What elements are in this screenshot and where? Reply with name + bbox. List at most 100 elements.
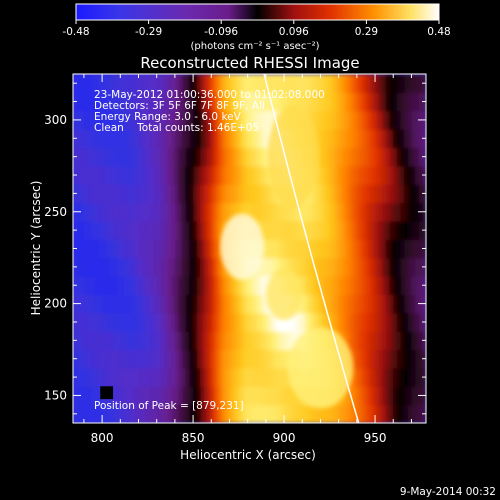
heatmap-cell (262, 74, 267, 93)
heatmap-cell (87, 239, 92, 259)
heatmap-cell (407, 147, 413, 167)
heatmap-cell (251, 92, 256, 112)
heatmap-cell (338, 165, 343, 185)
heatmap-cell (382, 367, 387, 387)
heatmap-cell (240, 312, 245, 332)
heatmap-cell (331, 294, 336, 314)
heatmap-cell (120, 92, 125, 112)
heatmap-cell (324, 294, 329, 314)
heatmap-cell (127, 367, 132, 387)
heatmap-cell (94, 74, 100, 93)
heatmap-cell (254, 184, 260, 204)
heatmap-cell (280, 74, 285, 93)
heatmap-cell (76, 257, 81, 277)
heatmap-cell (287, 74, 292, 93)
heatmap-cell (342, 404, 347, 423)
heatmap-cell (273, 202, 278, 222)
heatmap-cell (338, 220, 343, 240)
heatmap-cell (160, 276, 165, 296)
heatmap-cell (200, 386, 205, 406)
heatmap-cell (105, 110, 110, 130)
heatmap-cell (116, 184, 121, 204)
heatmap-cell (269, 349, 274, 369)
heatmap-cell (233, 129, 238, 149)
heatmap-cell (193, 220, 198, 240)
heatmap-cell (211, 239, 216, 259)
heatmap-cell (240, 386, 245, 406)
heatmap-cell (138, 110, 143, 130)
heatmap-cell (83, 294, 89, 314)
heatmap-cell (335, 74, 340, 93)
heatmap-cell (244, 312, 249, 332)
heatmap-cell (411, 349, 416, 369)
heatmap-cell (371, 92, 376, 112)
heatmap-cell (113, 239, 118, 259)
heatmap-cell (225, 184, 231, 204)
heatmap-cell (193, 110, 198, 130)
heatmap-cell (83, 312, 89, 332)
heatmap-cell (182, 349, 187, 369)
heatmap-cell (345, 92, 351, 112)
heatmap-cell (207, 294, 212, 314)
heatmap-cell (371, 404, 376, 423)
heatmap-cell (291, 92, 296, 112)
heatmap-cell (138, 129, 143, 149)
heatmap-cell (160, 294, 165, 314)
heatmap-cell (113, 294, 118, 314)
heatmap-cell (254, 312, 260, 332)
heatmap-cell (145, 349, 151, 369)
heatmap-cell (262, 110, 267, 130)
heatmap-cell (367, 276, 373, 296)
heatmap-cell (131, 220, 136, 240)
heatmap-cell (345, 312, 351, 332)
heatmap-cell (174, 312, 180, 332)
heatmap-cell (113, 165, 118, 185)
heatmap-cell (378, 312, 383, 332)
heatmap-cell (233, 110, 238, 130)
heatmap-cell (309, 92, 314, 112)
heatmap-cell (360, 74, 365, 93)
heatmap-cell (149, 367, 154, 387)
heatmap-cell (400, 220, 405, 240)
heatmap-cell (251, 294, 256, 314)
heatmap-cell (185, 74, 191, 93)
heatmap-cell (415, 404, 420, 423)
heatmap-cell (385, 367, 391, 387)
heatmap-cell (116, 165, 121, 185)
heatmap-cell (156, 129, 161, 149)
heatmap-cell (196, 276, 201, 296)
heatmap-cell (364, 184, 369, 204)
heatmap-cell (87, 331, 92, 351)
heatmap-cell (211, 331, 216, 351)
heatmap-cell (233, 202, 238, 222)
heatmap-cell (116, 349, 121, 369)
heatmap-cell (294, 220, 300, 240)
heatmap-cell (269, 257, 274, 277)
heatmap-cell (142, 367, 147, 387)
heatmap-cell (349, 74, 354, 93)
heatmap-cell (327, 294, 332, 314)
heatmap-cell (156, 331, 161, 351)
heatmap-cell (371, 147, 376, 167)
heatmap-cell (342, 257, 347, 277)
heatmap-cell (371, 349, 376, 369)
heatmap-cell (353, 312, 358, 332)
heatmap-cell (153, 147, 158, 167)
heatmap-cell (309, 110, 314, 130)
heatmap-cell (305, 220, 311, 240)
heatmap-cell (236, 404, 242, 423)
heatmap-cell (207, 276, 212, 296)
heatmap-cell (76, 331, 81, 351)
heatmap-cell (338, 184, 343, 204)
heatmap-cell (324, 165, 329, 185)
heatmap-cell (211, 129, 216, 149)
heatmap-cell (396, 404, 402, 423)
heatmap-cell (415, 367, 420, 387)
heatmap-cell (415, 386, 420, 406)
heatmap-cell (371, 312, 376, 332)
heatmap-cell (116, 331, 121, 351)
heatmap-cell (393, 386, 398, 406)
heatmap-cell (244, 294, 249, 314)
heatmap-cell (102, 276, 107, 296)
heatmap-cell (102, 92, 107, 112)
